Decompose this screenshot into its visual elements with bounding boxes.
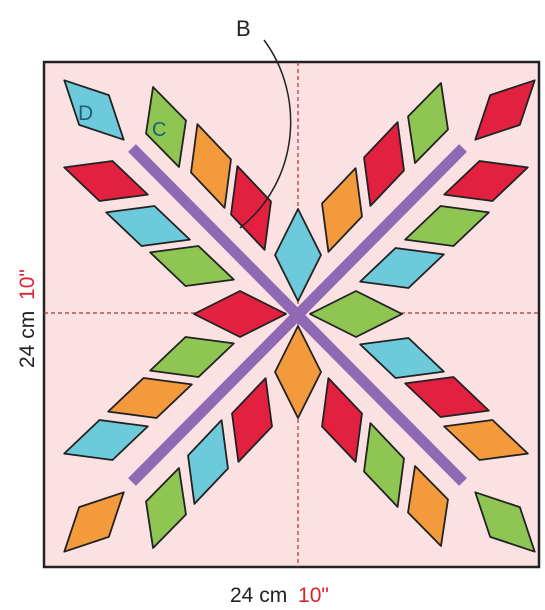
diamond-center-bottom [274,325,322,419]
diamond-ll-upper-1 [63,419,149,461]
diamond-bottom-left [63,491,125,553]
diamond-ul-upper-1 [190,123,232,209]
diamond-ll-lower-3 [231,377,273,463]
diamond-ll-lower-2 [187,419,229,505]
diamond-ll-upper-3 [149,336,235,378]
diamond-ur-upper-2 [363,121,405,207]
width-value: 24 cm [230,584,287,607]
diamond-c [145,86,187,168]
diamond-lr-upper-3 [359,337,445,379]
stems [128,144,467,486]
diamond-center-right [309,290,403,338]
height-value: 24 cm [16,311,39,368]
label-b-pointer [239,39,292,229]
diamond-pieces [63,79,536,553]
diamond-ur-upper-3 [321,167,363,253]
diamond-ll-upper-2 [107,377,193,419]
diamond-ur-lower-3 [359,247,445,289]
label-b: B [236,16,251,41]
diamond-ur-upper-1 [407,82,449,164]
diamond-lr-upper-2 [404,376,490,418]
diamond-ur-lower-2 [404,205,490,247]
diamond-ll-lower-1 [145,467,187,549]
diamond-ul-lower-2 [105,205,191,247]
diamond-bottom-right [474,491,536,553]
diamond-lr-upper-1 [443,419,529,461]
diamond-ur-lower-1 [443,160,529,202]
diamond-lr-lower-1 [407,465,449,547]
height-dimension: 24 cm 10" [16,269,39,368]
width-inches: 10" [298,584,329,607]
diamond-ul-lower-3 [149,245,235,287]
diamond-center-left [193,290,287,338]
height-inches: 10" [16,269,39,300]
diamond-ul-lower-1 [63,160,149,202]
label-d: D [78,102,93,125]
stem-ne-sw [128,144,467,486]
label-c: C [152,119,166,141]
width-dimension: 24 cm 10" [230,584,329,607]
diamond-center-top [274,208,322,302]
diamond-lr-lower-2 [363,422,405,508]
diamond-lr-lower-3 [321,377,363,463]
diamond-d-top-left [63,79,125,141]
diamond-top-right [474,79,536,141]
